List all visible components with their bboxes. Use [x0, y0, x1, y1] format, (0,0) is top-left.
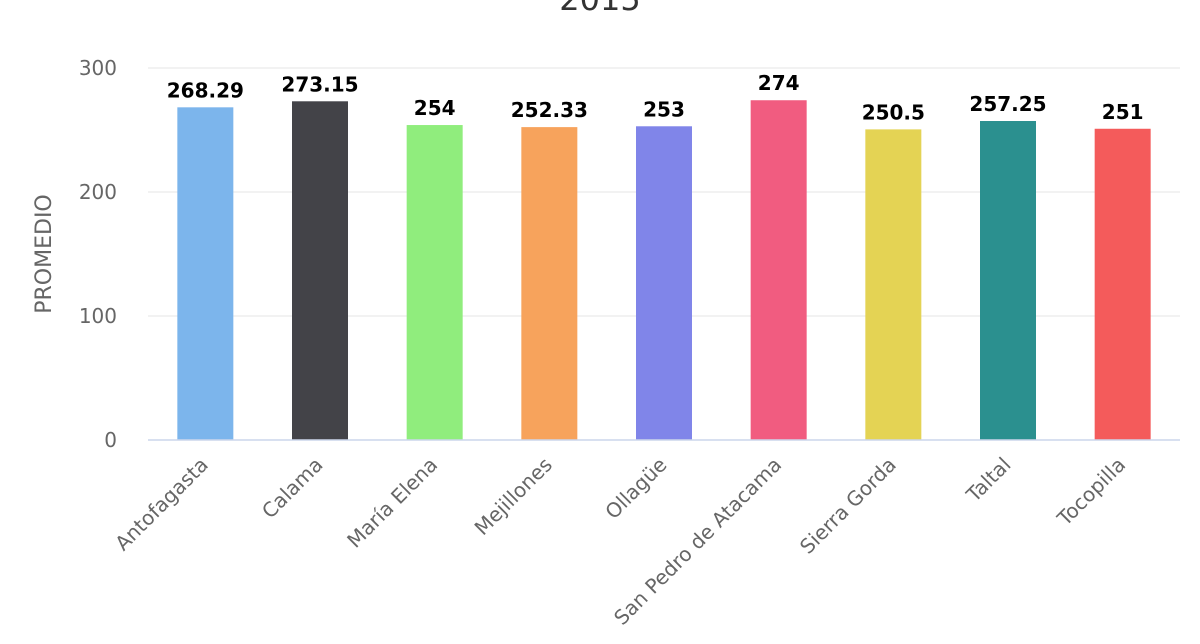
data-label: 251	[1102, 100, 1144, 124]
y-tick-label: 0	[104, 428, 117, 452]
x-category-label: María Elena	[342, 453, 442, 553]
chart-title: 2015	[559, 0, 640, 18]
x-category-label: Sierra Gorda	[795, 453, 901, 559]
bars	[177, 100, 1151, 441]
bar	[521, 127, 578, 440]
data-label: 252.33	[511, 98, 588, 122]
bar	[292, 101, 348, 440]
y-tick-label: 200	[79, 180, 117, 204]
x-category-label: Taltal	[961, 453, 1016, 508]
data-label: 274	[758, 71, 800, 95]
y-axis-ticks: 0 100 200 300	[79, 56, 117, 452]
bar	[636, 126, 692, 440]
x-category-label: Calama	[257, 453, 328, 524]
y-tick-label: 100	[79, 304, 117, 328]
bar	[980, 121, 1036, 440]
x-axis-categories: Antofagasta Calama María Elena Mejillones Ol…	[110, 453, 1130, 630]
bar	[406, 125, 463, 440]
bar	[750, 100, 807, 441]
x-category-label: Antofagasta	[110, 453, 213, 556]
data-labels: 268.29 273.15 254 252.33 253 274 250.5 257.25 25…	[167, 71, 1144, 124]
x-category-label: Mejillones	[470, 453, 557, 540]
data-label: 273.15	[281, 72, 358, 96]
data-label: 257.25	[969, 92, 1046, 116]
bar	[177, 107, 234, 440]
bar	[1094, 128, 1151, 440]
data-label: 250.5	[862, 100, 925, 124]
data-label: 268.29	[167, 78, 244, 102]
data-label: 254	[414, 96, 456, 120]
y-axis-title: PROMEDIO	[32, 194, 57, 314]
x-category-label: Ollagüe	[600, 453, 671, 524]
bar	[865, 129, 922, 440]
x-category-label: Tocopilla	[1052, 453, 1130, 531]
data-label: 253	[643, 97, 685, 121]
y-tick-label: 300	[79, 56, 117, 80]
